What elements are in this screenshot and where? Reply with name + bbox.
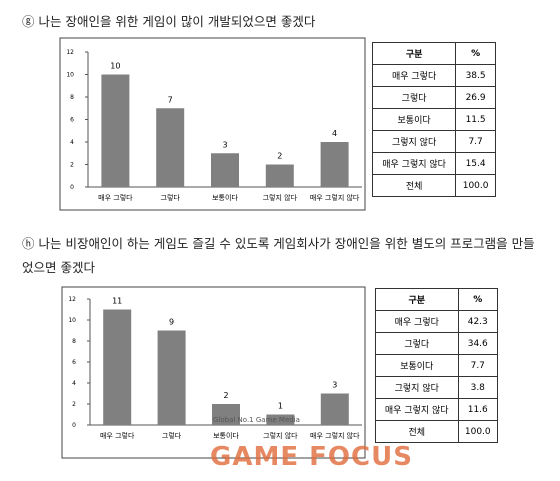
table-cell: 11.6 [457, 398, 499, 421]
table-row: 매우 그렇다 42.3 [375, 310, 499, 333]
y-tick-label: 10 [66, 72, 74, 79]
watermark-brand: GAME FOCUS [210, 442, 413, 472]
header-cell: % [455, 42, 496, 65]
table-cell: 그렇다 [375, 332, 459, 355]
bar [266, 414, 295, 425]
table-cell: 7.7 [457, 354, 499, 377]
table-cell: 그렇다 [371, 86, 457, 109]
value-label: 2 [277, 152, 282, 161]
bar [101, 74, 130, 187]
y-tick-label: 6 [70, 117, 74, 124]
value-label: 10 [110, 62, 120, 71]
y-tick-label: 6 [72, 359, 76, 366]
table-cell: 그렇지 않다 [375, 376, 459, 399]
table-cell: 11.5 [455, 108, 496, 131]
y-tick-label: 2 [70, 162, 74, 169]
table-row: 보통이다 11.5 [371, 108, 496, 131]
watermark-tagline: Global No.1 Game Media [213, 416, 300, 424]
table-row: 구분% [371, 42, 496, 65]
value-label: 11 [112, 297, 122, 306]
value-label: 2 [223, 391, 228, 400]
x-tick-label: 그렇지 않다 [263, 431, 298, 440]
x-tick-label: 그렇지 않다 [263, 193, 298, 202]
table-cell: 전체 [371, 174, 457, 197]
y-tick-label: 8 [72, 338, 76, 345]
bar [211, 153, 239, 187]
y-tick-label: 12 [66, 49, 74, 56]
table-cell: 3.8 [457, 376, 499, 399]
header-cell: 구분 [375, 288, 459, 311]
table-row: 전체 100.0 [371, 174, 496, 197]
value-label: 3 [222, 140, 227, 149]
table-row: 매우 그렇지 않다 15.4 [371, 152, 496, 175]
x-tick-label: 매우 그렇지 않다 [310, 431, 360, 440]
table-cell: 38.5 [455, 64, 496, 87]
table-row: 구분% [375, 288, 499, 311]
x-tick-label: 보통이다 [213, 431, 239, 440]
chart-frame [59, 37, 366, 211]
bar [212, 404, 240, 425]
table-cell: 42.3 [457, 310, 499, 333]
x-tick-label: 그렇다 [162, 431, 182, 440]
stats-table: 구분% 매우 그렇다 42.3 그렇다 34.6 보통이다 7.7 그렇지 않다 3.8 매우 그… [375, 288, 499, 443]
table-row: 그렇지 않다 3.8 [375, 376, 499, 399]
table-row: 매우 그렇다 38.5 [371, 64, 496, 87]
table-row: 그렇다 26.9 [371, 86, 496, 109]
table-row: 그렇다 34.6 [375, 332, 499, 355]
value-label: 3 [332, 381, 337, 390]
y-tick-label: 10 [68, 317, 76, 324]
table-row: 보통이다 7.7 [375, 354, 499, 377]
bar [157, 330, 186, 425]
table-cell: 매우 그렇다 [371, 64, 457, 87]
table-cell: 7.7 [455, 130, 496, 153]
table-cell: 15.4 [455, 152, 496, 175]
table-cell: 34.6 [457, 332, 499, 355]
table-cell: 그렇지 않다 [371, 130, 457, 153]
x-tick-label: 매우 그렇지 않다 [310, 193, 360, 202]
table-cell: 26.9 [455, 86, 496, 109]
table-cell: 매우 그렇다 [375, 310, 459, 333]
stats-table: 구분% 매우 그렇다 38.5 그렇다 26.9 보통이다 11.5 그렇지 않다 7.7 매우 … [371, 42, 496, 197]
x-tick-label: 그렇다 [161, 193, 181, 202]
table-row: 전체 100.0 [375, 420, 499, 443]
y-tick-label: 0 [70, 184, 74, 191]
y-tick-label: 4 [70, 139, 74, 146]
value-label: 4 [332, 129, 337, 138]
y-tick-label: 2 [72, 401, 76, 408]
value-label: 1 [278, 402, 283, 411]
table-cell: 보통이다 [371, 108, 457, 131]
bar [103, 309, 132, 425]
bar [265, 164, 294, 187]
y-tick-label: 0 [72, 422, 76, 429]
bar [320, 393, 349, 425]
bar [156, 108, 185, 187]
table-row: 그렇지 않다 7.7 [371, 130, 496, 153]
chart-frame [61, 286, 366, 459]
table-cell: 매우 그렇지 않다 [375, 398, 459, 421]
table-cell: 매우 그렇지 않다 [371, 152, 457, 175]
question: ⓖ 나는 장애인을 위한 게임이 많이 개발되었으면 좋겠다 [22, 14, 316, 29]
table-row: 매우 그렇지 않다 11.6 [375, 398, 499, 421]
y-tick-label: 12 [68, 296, 76, 303]
x-tick-label: 매우 그렇다 [100, 431, 135, 440]
y-tick-label: 4 [72, 380, 76, 387]
value-label: 9 [169, 318, 174, 327]
header-cell: % [457, 288, 499, 311]
bar [320, 142, 349, 187]
value-label: 7 [168, 95, 173, 104]
table-cell: 100.0 [455, 174, 496, 197]
table-cell: 보통이다 [375, 354, 459, 377]
x-tick-label: 보통이다 [212, 193, 238, 202]
header-cell: 구분 [371, 42, 457, 65]
table-cell: 100.0 [457, 420, 499, 443]
y-tick-label: 8 [70, 94, 74, 101]
x-tick-label: 매우 그렇다 [98, 193, 133, 202]
question: ⓗ 나는 비장애인이 하는 게임도 즐길 수 있도록 게임회사가 장애인을 위한… [22, 236, 535, 275]
table-cell: 전체 [375, 420, 459, 443]
